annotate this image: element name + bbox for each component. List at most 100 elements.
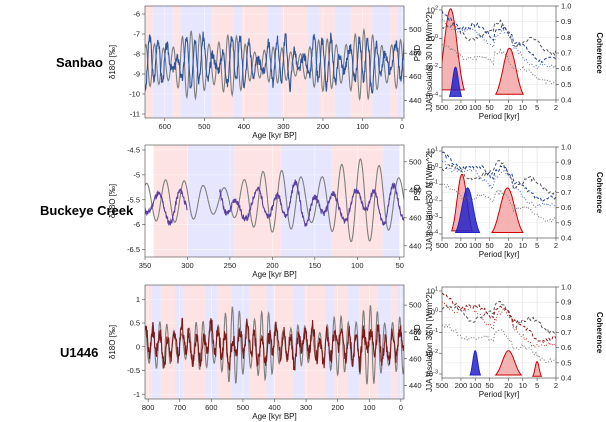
period-tick-label: 500 xyxy=(436,381,449,390)
climate-band-glacial xyxy=(382,145,400,257)
x-axis-label: Age [kyr BP] xyxy=(252,270,296,279)
spectral-peak-red xyxy=(494,350,523,376)
psd-tick-label: 102 xyxy=(427,6,438,15)
coherence-tick-label: 0.5 xyxy=(561,358,571,367)
y2-tick-label: 480 xyxy=(409,49,422,58)
period-tick-label: 5 xyxy=(535,103,539,112)
psd-tick-label: 10-1 xyxy=(425,180,438,189)
psd-tick-label: 10-4 xyxy=(425,230,438,239)
period-axis-label: Period [kyr] xyxy=(479,390,519,399)
coherence-tick-label: 0.9 xyxy=(561,17,571,26)
period-tick-label: 500 xyxy=(436,103,449,112)
y2-tick-label: 460 xyxy=(409,354,422,363)
y-tick-label: -6 xyxy=(133,220,140,229)
coherence-gray-curve xyxy=(442,43,556,85)
x-tick-label: 100 xyxy=(356,122,369,131)
coherence-tick-label: 0.8 xyxy=(561,173,571,182)
coherence-tick-label: 0.9 xyxy=(561,298,571,307)
x-tick-label: 300 xyxy=(181,261,194,270)
psd-tick-label: 100 xyxy=(427,163,438,172)
psd-tick-label: 10-2 xyxy=(425,349,438,358)
coherence-tick-label: 0.4 xyxy=(561,234,571,243)
y2-tick-label: 440 xyxy=(409,241,422,250)
x-tick-label: 300 xyxy=(277,122,290,131)
spectral-peak-blue xyxy=(469,350,482,376)
x-tick-label: 600 xyxy=(205,403,218,412)
period-axis-label: Period [kyr] xyxy=(479,112,519,121)
period-tick-label: 5 xyxy=(535,241,539,250)
climate-band-interglacial xyxy=(172,6,181,118)
coherence-tick-label: 0.8 xyxy=(561,33,571,42)
period-tick-label: 200 xyxy=(455,381,468,390)
period-tick-label: 500 xyxy=(436,241,449,250)
y-tick-label: -0.5 xyxy=(127,366,140,375)
period-tick-label: 5 xyxy=(535,381,539,390)
insolation-series xyxy=(145,158,404,243)
y-tick-label: 0.5 xyxy=(130,319,140,328)
x-tick-label: 300 xyxy=(300,403,313,412)
y2-tick-label: 500 xyxy=(409,25,422,34)
climate-band-glacial xyxy=(397,285,404,399)
period-tick-label: 50 xyxy=(485,103,493,112)
x-tick-label: 100 xyxy=(351,261,364,270)
spectral-peak-red xyxy=(531,361,543,377)
period-tick-label: 100 xyxy=(469,103,482,112)
proxy-series xyxy=(145,179,404,227)
psd-tick-label: 100 xyxy=(427,34,438,43)
coherence-axis-label: Coherence xyxy=(595,32,604,74)
y2-tick-label: 440 xyxy=(409,96,422,105)
coherence-tick-label: 1.0 xyxy=(561,283,571,292)
y-axis-label: δ18O [‰] xyxy=(108,184,117,218)
row-label-buckeye: Buckeye Creek xyxy=(40,203,134,218)
climate-band-glacial xyxy=(325,285,335,399)
coherence-tick-label: 0.7 xyxy=(561,328,571,337)
coherence-tick-label: 0.4 xyxy=(561,374,571,383)
period-tick-label: 20 xyxy=(504,381,512,390)
coherence-tick-label: 0.5 xyxy=(561,80,571,89)
y-tick-label: -10 xyxy=(129,90,140,99)
x-tick-label: 600 xyxy=(159,122,172,131)
coherence-color-curve xyxy=(442,301,556,349)
y-tick-label: -9 xyxy=(133,70,140,79)
y-tick-label: -5.5 xyxy=(127,195,140,204)
coherence-tick-label: 0.9 xyxy=(561,158,571,167)
coherence-tick-label: 0.6 xyxy=(561,64,571,73)
x-axis-label: Age [kyr BP] xyxy=(252,131,296,140)
coherence-tick-label: 0.7 xyxy=(561,188,571,197)
psd-tick-label: 100 xyxy=(427,307,438,316)
climate-band-interglacial xyxy=(145,6,153,118)
period-tick-label: 200 xyxy=(455,241,468,250)
x-tick-label: 700 xyxy=(173,403,186,412)
insolation-series xyxy=(145,27,404,102)
psd-tick-label: 101 xyxy=(427,147,438,156)
row-label-sanbao: Sanbao xyxy=(56,55,103,70)
coherence-tick-label: 0.4 xyxy=(561,96,571,105)
psd-tick-label: 10-2 xyxy=(425,196,438,205)
psd-color-curve xyxy=(442,10,556,64)
period-tick-label: 100 xyxy=(469,381,482,390)
x-tick-label: 500 xyxy=(237,403,250,412)
period-tick-label: 10 xyxy=(519,241,527,250)
y2-tick-label: 500 xyxy=(409,157,422,166)
period-axis-label: Period [kyr] xyxy=(479,250,519,259)
x-tick-label: 200 xyxy=(317,122,330,131)
y-tick-label: 0 xyxy=(136,342,140,351)
x-tick-label: 250 xyxy=(224,261,237,270)
x-tick-label: 150 xyxy=(309,261,322,270)
x-tick-label: 400 xyxy=(238,122,251,131)
x-tick-label: 800 xyxy=(142,403,155,412)
climate-band-interglacial xyxy=(281,6,308,118)
psd-tick-label: 10-3 xyxy=(425,213,438,222)
period-tick-label: 20 xyxy=(504,241,512,250)
psd-axis-label: PSD xyxy=(413,45,422,62)
coherence-color-curve xyxy=(442,160,556,209)
period-tick-label: 2 xyxy=(554,103,558,112)
y2-axis-label: JJA Insolation 30 N [W/m^2] xyxy=(425,12,434,112)
coherence-tick-label: 1.0 xyxy=(561,2,571,11)
climate-band-interglacial xyxy=(334,285,348,399)
coherence-tick-label: 0.8 xyxy=(561,313,571,322)
plot-frame xyxy=(144,144,405,258)
psd-axis-label: PSD xyxy=(413,184,422,201)
